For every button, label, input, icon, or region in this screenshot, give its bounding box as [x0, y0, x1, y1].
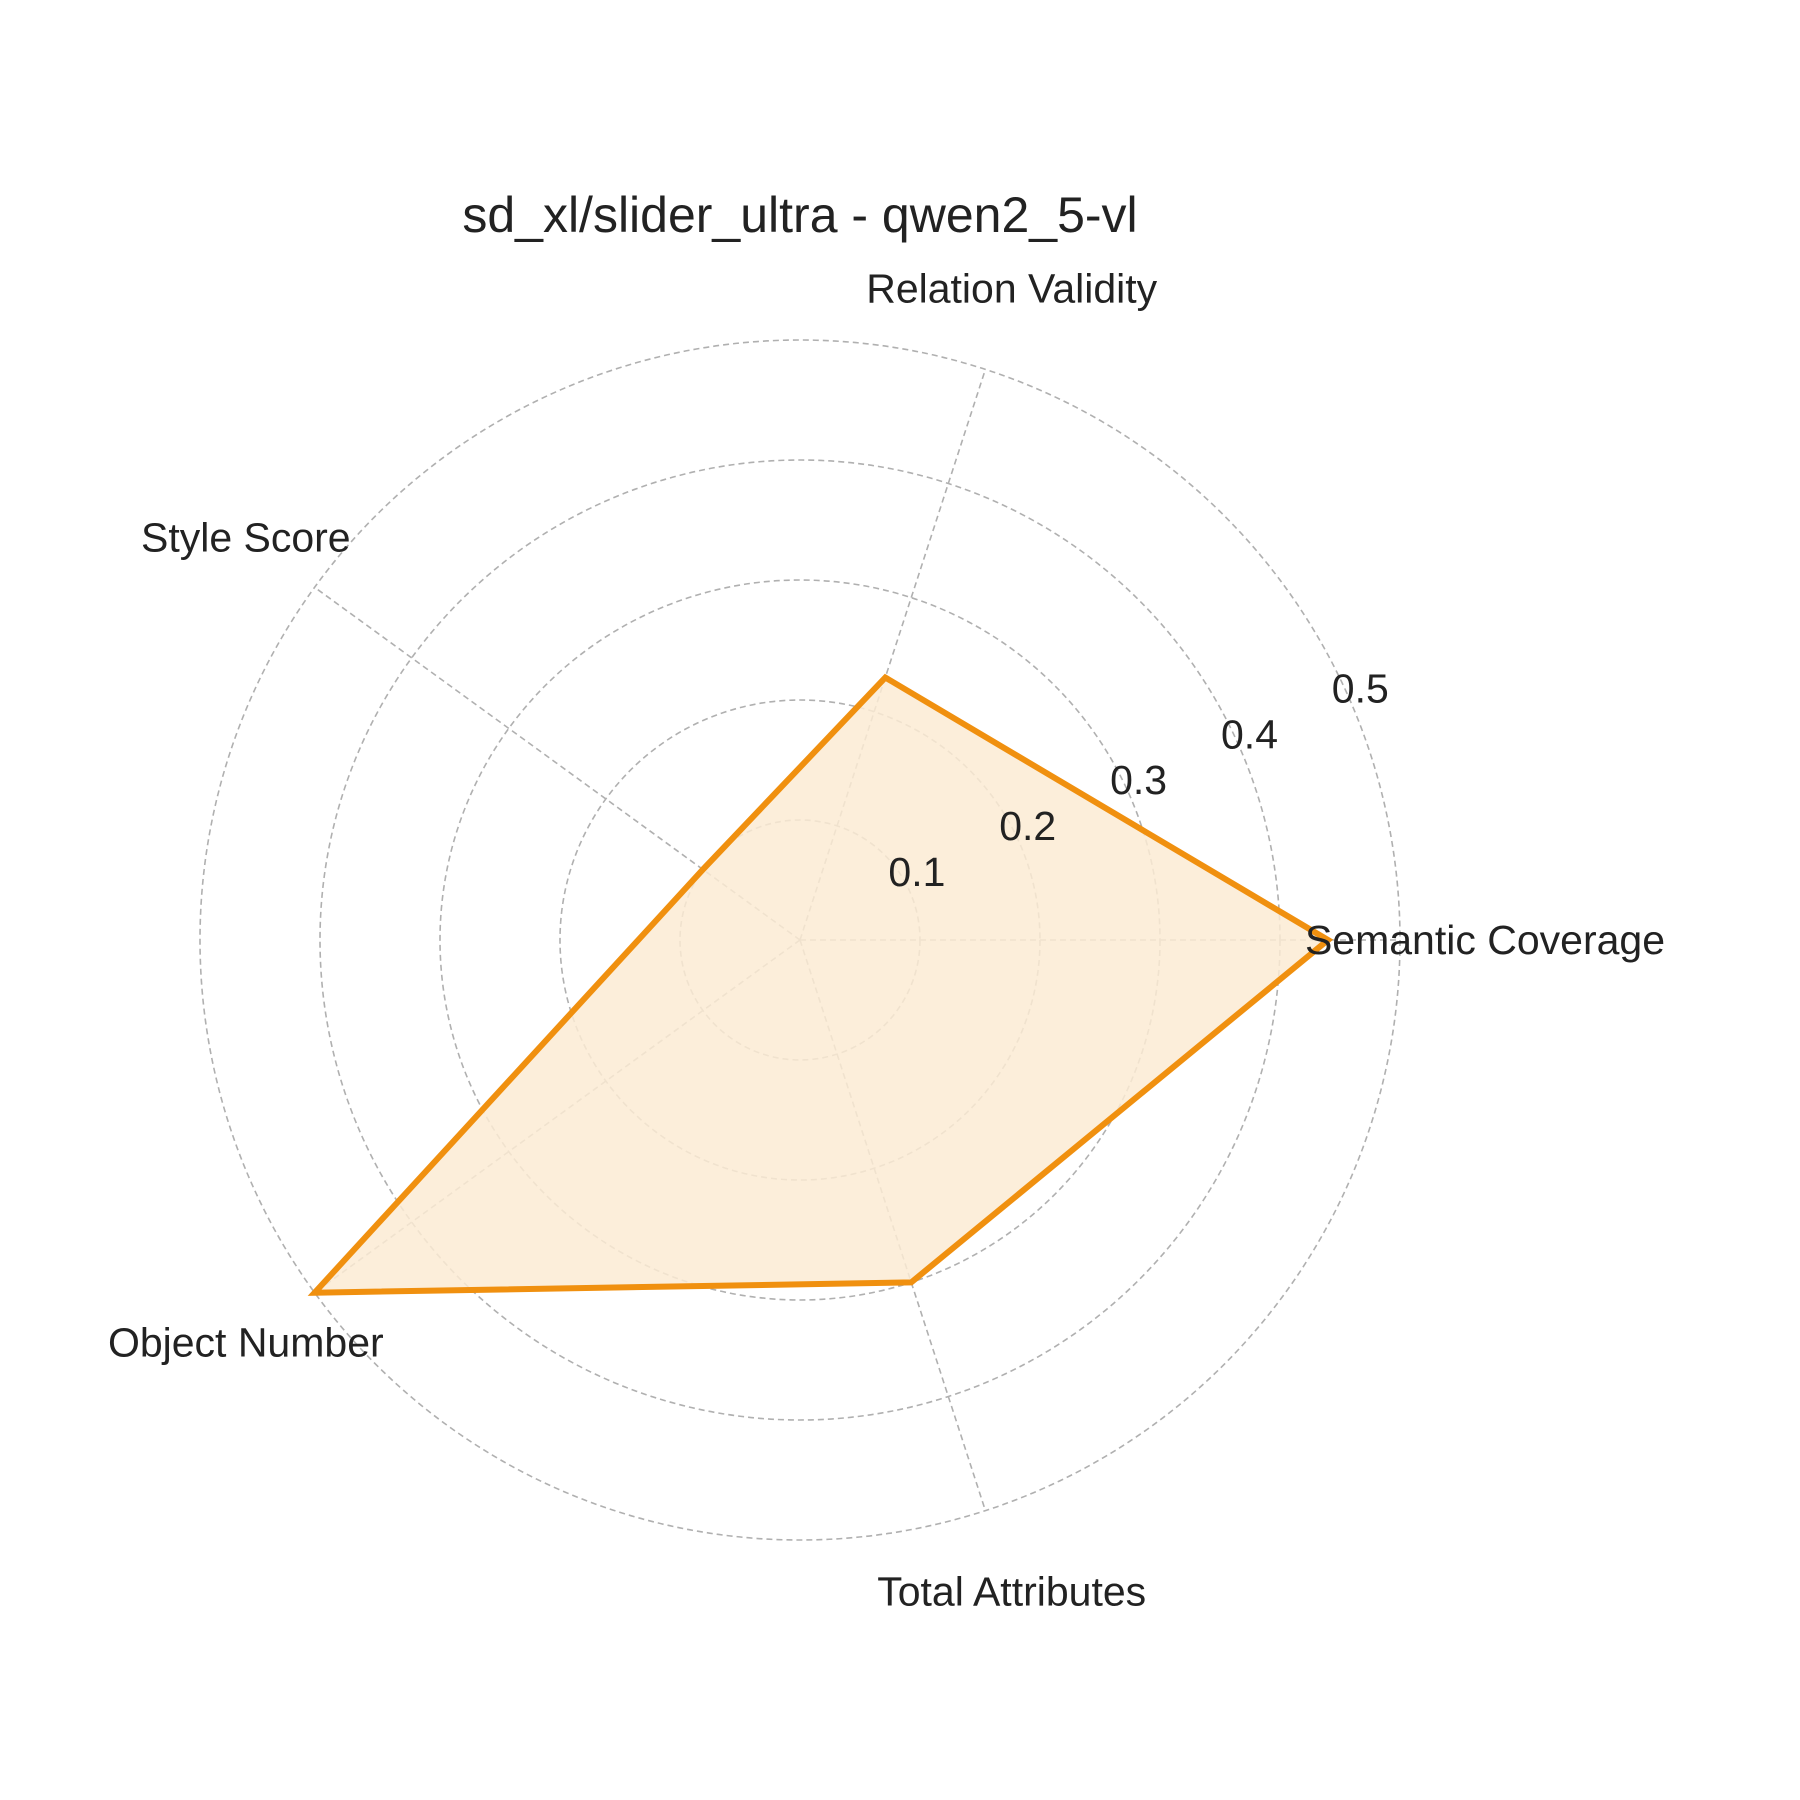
chart-title: sd_xl/slider_ultra - qwen2_5-vl	[462, 187, 1137, 243]
grid-ring-5	[199, 339, 1401, 1541]
axis-label-object-number: Object Number	[108, 1320, 384, 1366]
rtick-label-4: 0.4	[1221, 711, 1278, 757]
rtick-label-3: 0.3	[1110, 757, 1167, 803]
series-polygon-1	[307, 673, 1334, 1296]
axis-label-total-attributes: Total Attributes	[877, 1569, 1146, 1615]
axis-label-semantic-coverage: Semantic Coverage	[1305, 917, 1665, 963]
axis-labels: Semantic Coverage Relation Validity Style …	[108, 266, 1665, 1615]
rtick-label-2: 0.2	[999, 803, 1056, 849]
rtick-label-5: 0.5	[1332, 665, 1389, 711]
rtick-label-1: 0.1	[888, 849, 945, 895]
spoke-3	[314, 586, 801, 941]
radial-tick-labels: 0.1 0.2 0.3 0.4 0.5	[888, 665, 1388, 895]
radar-series	[307, 673, 1334, 1296]
axis-label-style-score: Style Score	[141, 514, 351, 560]
axis-label-relation-validity: Relation Validity	[866, 266, 1157, 312]
